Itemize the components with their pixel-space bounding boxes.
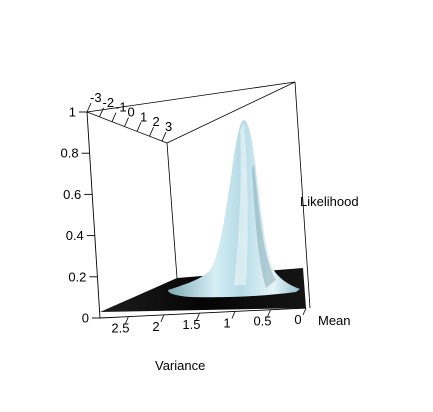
mean-tick-mark [149,127,154,137]
mean-tick-mark [111,112,117,122]
surface-shadow [252,165,276,288]
mean-ticks: -3 -2 -1 0 1 2 3 [86,90,172,142]
surface-highlight [234,124,248,285]
variance-tick-label: 1 [223,315,230,330]
likelihood-tick-label: 0 [82,311,89,326]
variance-tick-label: 1.5 [182,317,200,332]
likelihood-tick-label: 0.2 [68,269,86,284]
mean-tick-label: 1 [140,109,147,124]
likelihood-tick-label: 1 [69,105,76,120]
plot-box [86,81,311,309]
variance-tick-mark [302,307,307,316]
likelihood-tick-label: 0.4 [66,228,84,243]
mean-tick-label: -1 [115,100,127,115]
variance-ticks: 0 0.5 1 1.5 2 2.5 [111,307,307,336]
variance-tick-mark [160,314,165,323]
mean-tick-label: 0 [128,105,135,120]
variance-tick-mark [125,316,129,324]
mean-tick-label: -2 [103,95,115,110]
variance-axis-label: Variance [155,358,205,373]
box-edge [86,81,296,113]
mean-tick-mark [136,122,142,132]
mean-tick-mark [86,102,92,113]
variance-tick-mark [231,311,236,319]
mean-axis-label: Mean [318,313,351,328]
variance-axis-line [99,307,307,319]
mean-tick-mark [161,131,167,142]
variance-axis: 0 0.5 1 1.5 2 2.5 Variance [99,307,307,373]
variance-tick-label: 0.5 [253,314,271,329]
mean-axis: -3 -2 -1 0 1 2 3 Mean [86,90,351,328]
likelihood-surface [168,120,300,298]
mean-tick-label: 2 [153,114,160,129]
box-edge [294,81,311,309]
mean-tick-mark [99,107,104,118]
box-edge [166,81,296,144]
mean-tick-label: -3 [90,90,102,105]
likelihood-ticks: 0 0.2 0.4 0.6 0.8 1 [61,105,100,326]
mean-tick-label: 3 [165,119,172,134]
mean-tick-mark [124,117,129,127]
box-edge [166,142,178,279]
box-edge [86,111,168,144]
likelihood-tick-label: 0.8 [61,146,79,161]
variance-tick-label: 2.5 [111,321,129,336]
likelihood-axis-label: Likelihood [300,194,359,209]
surface-peak [168,120,300,298]
likelihood-tick-label: 0.6 [63,187,81,202]
variance-tick-mark [267,309,271,317]
variance-tick-mark [196,313,200,321]
likelihood-axis: 0 0.2 0.4 0.6 0.8 1 Likelihood [61,105,359,326]
variance-tick-label: 2 [152,319,159,334]
variance-tick-label: 0 [294,312,301,327]
likelihood-axis-line [86,111,101,319]
